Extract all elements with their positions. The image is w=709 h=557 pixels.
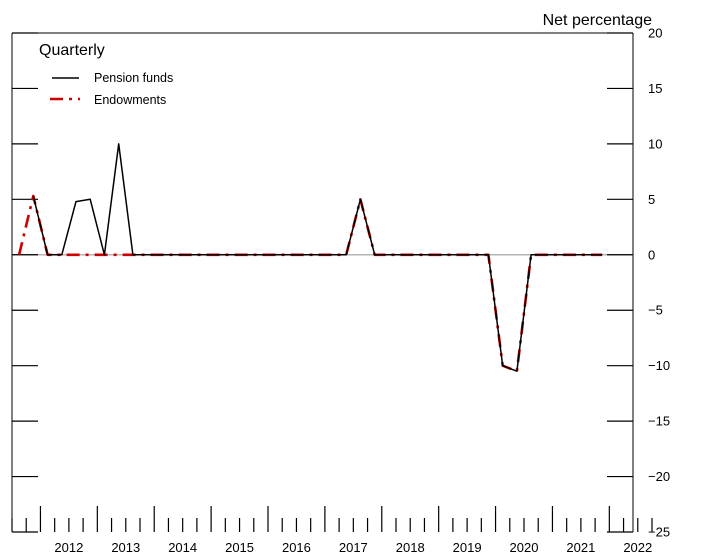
x-tick-label: 2013: [111, 540, 140, 555]
x-tick-label: 2014: [168, 540, 197, 555]
y-tick-label: 0: [648, 247, 655, 262]
x-tick-label: 2019: [453, 540, 482, 555]
y-tick-label: −5: [648, 303, 663, 318]
x-tick-label: 2018: [396, 540, 425, 555]
series-line-endowments: [17, 194, 603, 373]
x-tick-label: 2021: [566, 540, 595, 555]
y-tick-label: 20: [648, 26, 662, 41]
x-tick-label: 2017: [339, 540, 368, 555]
x-tick-label: 2016: [282, 540, 311, 555]
y-tick-label: 15: [648, 81, 662, 96]
y-tick-label: −25: [648, 525, 670, 540]
plot-frame: [11, 32, 634, 532]
legend-label-endowments: Endowments: [94, 93, 166, 107]
legend: Pension funds Endowments: [50, 71, 173, 107]
legend-label-pension-funds: Pension funds: [94, 71, 173, 85]
x-tick-label: 2015: [225, 540, 254, 555]
y-tick-label: 5: [648, 192, 655, 207]
chart-title: Quarterly: [39, 42, 105, 59]
x-tick-label: 2022: [623, 540, 652, 555]
series-lines: [17, 143, 603, 373]
y-tick-label: −20: [648, 469, 670, 484]
series-line-pension-funds: [32, 143, 603, 372]
y-tick-label: 10: [648, 136, 662, 151]
y-axis-ticks: [12, 32, 633, 533]
y-axis-labels: 20 15 10 5 0 −5 −10 −15 −20 −25: [648, 26, 670, 540]
x-axis-labels: 2012 2013 2014 2015 2016 2017 2018 2019 2020 2021…: [54, 540, 652, 555]
x-axis-ticks: [11, 506, 653, 532]
y-tick-label: −15: [648, 414, 670, 429]
y-axis-title: Net percentage: [543, 12, 653, 29]
x-tick-label: 2012: [54, 540, 83, 555]
x-tick-label: 2020: [510, 540, 539, 555]
y-tick-label: −10: [648, 358, 670, 373]
